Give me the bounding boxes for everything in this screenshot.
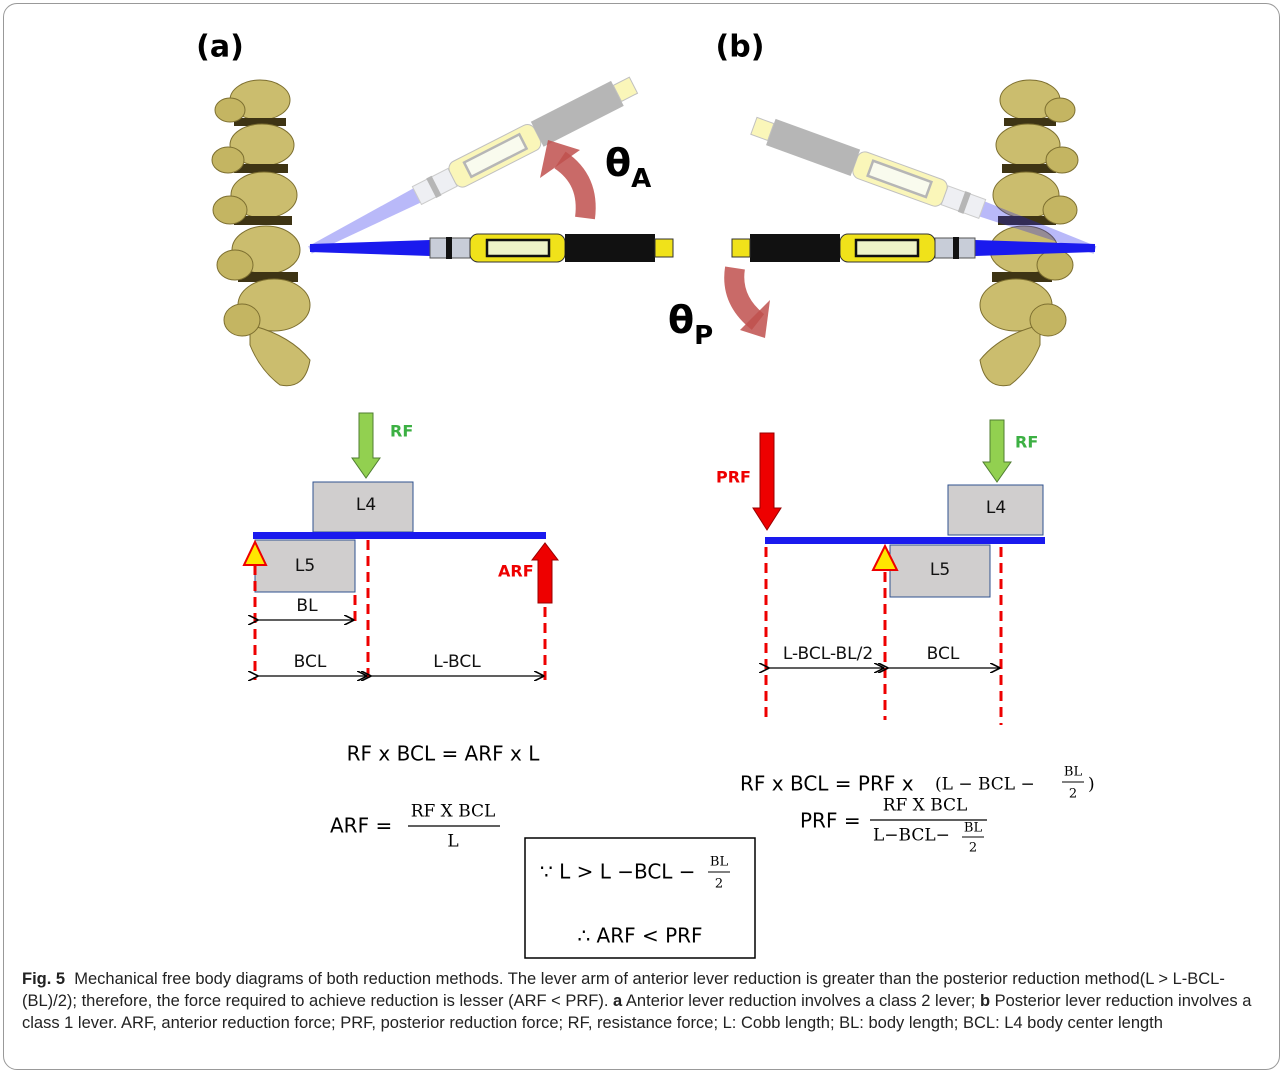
equation-part: ) <box>1088 775 1095 795</box>
angle-symbol: θ <box>605 141 631 185</box>
force-arrow <box>532 543 558 603</box>
body-label: L5 <box>930 560 950 580</box>
force-label: RF <box>390 422 413 441</box>
force-arrow <box>352 413 380 478</box>
numerator: RF X BCL <box>411 802 496 822</box>
caption-panel: b <box>980 992 990 1010</box>
equation: RF x BCL = ARF x L <box>347 742 541 766</box>
therefore-line: ∴ ARF < PRF <box>577 924 702 948</box>
equation-lhs: PRF = <box>800 809 861 833</box>
dimension-label: BCL <box>927 644 960 664</box>
lever-bar <box>765 537 1045 544</box>
angle-subscript: P <box>694 321 713 351</box>
because-line: ∵ L > L −BCL − <box>540 860 696 884</box>
numerator: BL <box>710 855 729 870</box>
caption-label: Fig. 5 <box>22 970 65 988</box>
denominator: 2 <box>969 841 977 856</box>
figure: (a) (b) θA θP RF L4 L5 ARF BL BCL L-BCL … <box>0 0 1285 965</box>
equation: RF x BCL = PRF x <box>740 772 914 796</box>
caption: Fig. 5 Mechanical free body diagrams of … <box>22 968 1267 1034</box>
page: (a) (b) θA θP RF L4 L5 ARF BL BCL L-BCL … <box>0 0 1285 1075</box>
denominator: 2 <box>715 877 723 892</box>
denominator: L−BCL− <box>873 826 950 846</box>
numerator: BL <box>1064 765 1083 780</box>
dimension-label: L-BCL <box>433 652 481 672</box>
force-arrow <box>753 433 781 530</box>
force-label: ARF <box>498 562 534 581</box>
force-label: RF <box>1015 433 1038 452</box>
equation-part: (L − BCL − <box>935 775 1035 795</box>
caption-text: Anterior lever reduction involves a clas… <box>626 992 975 1010</box>
body-label: L4 <box>356 495 376 515</box>
angle-subscript: A <box>631 164 651 194</box>
dimension-label: BL <box>296 596 318 616</box>
numerator: BL <box>964 821 983 836</box>
dimension-label: L-BCL-BL/2 <box>783 644 873 664</box>
body-label: L4 <box>986 498 1006 518</box>
angle-symbol: θ <box>668 298 694 342</box>
force-label: PRF <box>716 468 751 487</box>
dimension-label: BCL <box>294 652 327 672</box>
angle-label: θP <box>668 298 713 351</box>
body-label: L5 <box>295 556 315 576</box>
force-arrow <box>983 420 1011 482</box>
denominator: L <box>447 832 458 852</box>
panel-label: (a) <box>196 30 244 65</box>
angle-label: θA <box>605 141 651 194</box>
numerator: RF X BCL <box>883 796 968 816</box>
equation-lhs: ARF = <box>330 814 392 838</box>
panel-label: (b) <box>716 30 765 65</box>
denominator: 2 <box>1069 787 1077 802</box>
caption-panel: a <box>613 992 622 1010</box>
lever-bar <box>253 532 546 539</box>
